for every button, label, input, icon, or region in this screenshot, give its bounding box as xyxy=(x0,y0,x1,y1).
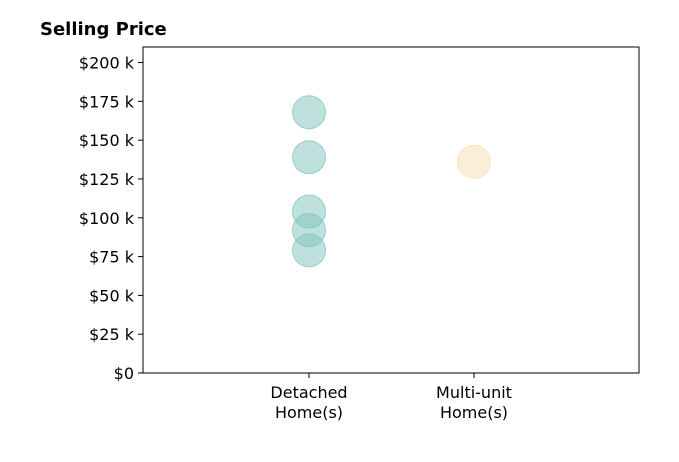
data-point xyxy=(457,144,491,179)
y-tick-label: $25 k xyxy=(89,325,135,344)
data-point xyxy=(292,140,326,175)
x-tick-label: Home(s) xyxy=(275,403,343,422)
x-tick-label: Multi-unit xyxy=(436,383,512,402)
x-tick-label: Home(s) xyxy=(440,403,508,422)
y-tick-label: $50 k xyxy=(89,286,135,305)
data-point xyxy=(292,233,326,268)
x-tick-label: Detached xyxy=(270,383,347,402)
data-points xyxy=(292,95,491,268)
y-tick-label: $0 xyxy=(114,364,134,383)
y-tick-label: $200 k xyxy=(79,54,135,73)
y-tick-label: $150 k xyxy=(79,131,135,150)
chart-title: Selling Price xyxy=(40,19,167,40)
y-tick-label: $75 k xyxy=(89,248,135,267)
y-tick-label: $125 k xyxy=(79,170,135,189)
y-axis: $0 $25 k $50 k $75 k $100 k $125 k $150 k $175 … xyxy=(79,54,143,383)
y-tick-label: $100 k xyxy=(79,209,135,228)
data-point xyxy=(292,95,326,130)
plot-area xyxy=(142,46,640,374)
y-tick-label: $175 k xyxy=(79,92,135,111)
